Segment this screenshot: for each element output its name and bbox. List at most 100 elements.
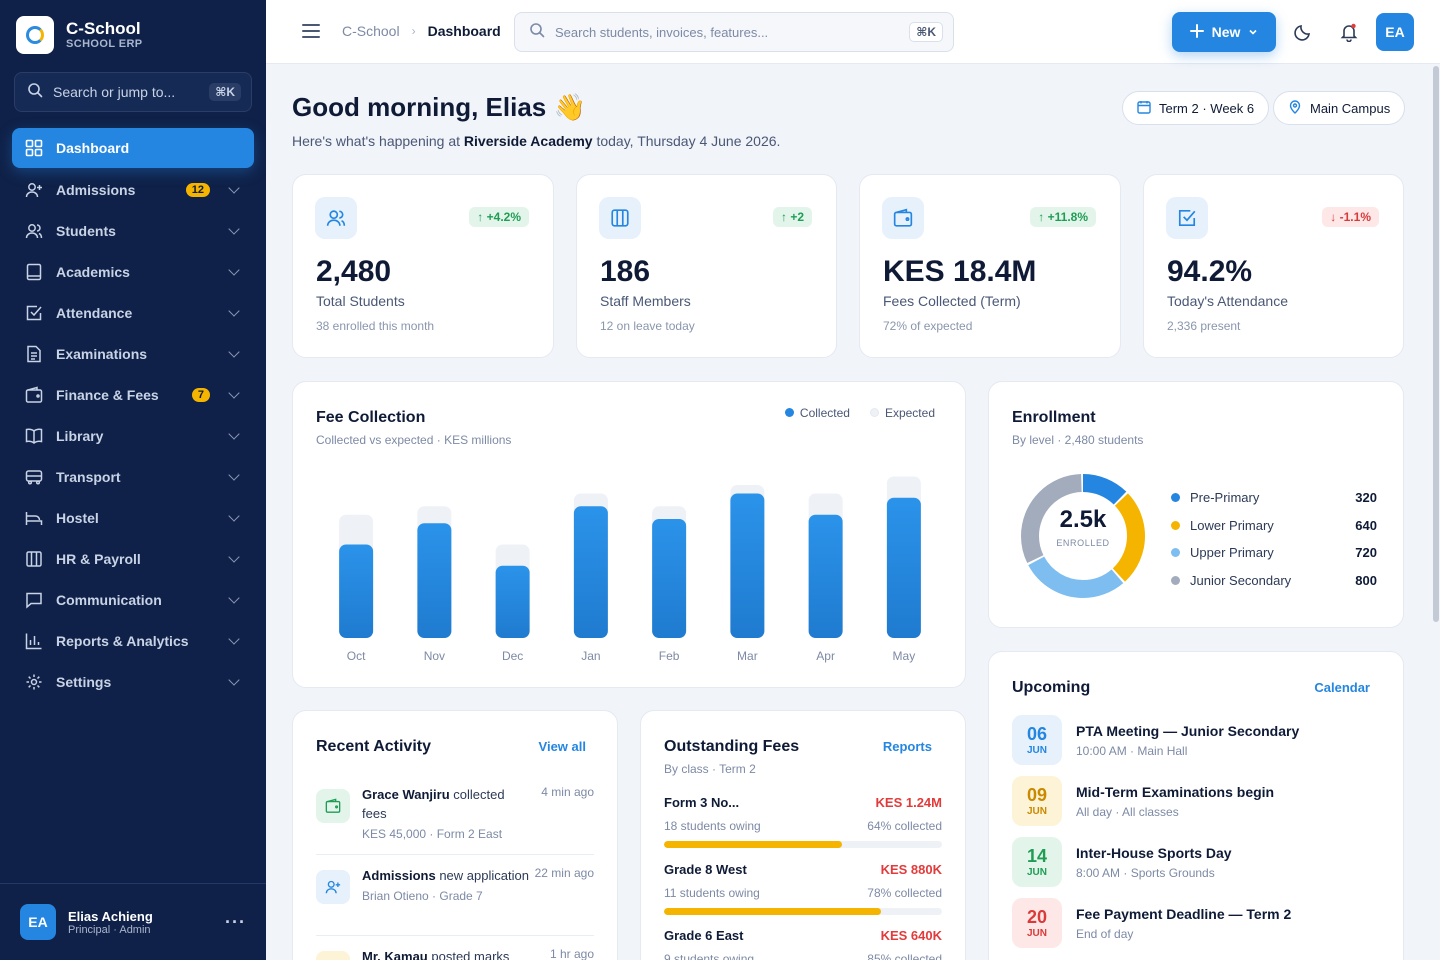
sidebar-item-communication[interactable]: Communication [12,579,254,620]
bus-icon [24,467,44,487]
card-title: Recent Activity [316,738,431,755]
x-tick-label: Apr [816,649,835,663]
fee-row[interactable]: Form 3 No... KES 1.24M 18 students owing 6… [664,795,942,848]
bar-collected[interactable] [573,506,608,638]
outstanding-fees-card: Outstanding Fees Reports By class · Term… [640,710,966,960]
menu-icon[interactable] [302,24,320,38]
event-item[interactable]: 06 JUN PTA Meeting — Junior Secondary 10:0… [1012,715,1299,765]
view-all-link[interactable]: View all [538,739,586,754]
chevron-down-icon [1248,24,1258,40]
fee-collected: 64% collected [867,819,942,833]
activity-item[interactable]: Grace Wanjiru collected fees KES 45,000 ·… [316,785,594,845]
moon-icon[interactable] [1291,20,1315,44]
calendar-link[interactable]: Calendar [1314,680,1370,695]
legend-collected: Collected [784,406,850,420]
card-subtitle: By level · 2,480 students [1012,433,1144,447]
sidebar-nav: Dashboard Admissions 12 Students Academi… [12,128,254,702]
event-item[interactable]: 14 JUN Inter-House Sports Day 8:00 AM · Sp… [1012,837,1232,887]
term-label: Term 2 · Week 6 [1159,100,1255,116]
sidebar-item-settings[interactable]: Settings [12,661,254,702]
bar-collected[interactable] [417,523,452,638]
more-icon[interactable]: ··· [225,911,246,932]
activity-item[interactable]: Mr. Kamau posted marks 1 hr ago [316,947,594,960]
sidebar-item-academics[interactable]: Academics [12,251,254,292]
card-title: Outstanding Fees [664,738,800,755]
sidebar-item-label: Dashboard [56,140,130,156]
bar-collected[interactable] [339,544,374,639]
bar-collected[interactable] [730,493,765,639]
sidebar-item-reports-analytics[interactable]: Reports & Analytics [12,620,254,661]
building-icon [24,549,44,569]
sidebar-item-transport[interactable]: Transport [12,456,254,497]
event-title: Fee Payment Deadline — Term 2 [1076,905,1292,922]
reports-link[interactable]: Reports [882,739,932,754]
event-date: 09 JUN [1012,776,1062,826]
brand[interactable]: C-School SCHOOL ERP [16,16,143,54]
fee-collection-card: Fee Collection Collected vs expected · K… [292,381,966,688]
activity-item[interactable]: Admissions new application Brian Otieno ·… [316,866,594,926]
calendar-icon [1137,100,1151,117]
stat-card-students[interactable]: ↑ +4.2% 2,480 Total Students 38 enrolled… [292,174,554,358]
event-item[interactable]: 09 JUN Mid-Term Examinations begin All day… [1012,776,1274,826]
bar-collected[interactable] [886,497,921,638]
sidebar-search[interactable]: Search or jump to... ⌘K [14,72,252,112]
bar-collected[interactable] [652,519,687,638]
legend-row: Junior Secondary 800 [1171,567,1377,595]
fee-row[interactable]: Grade 6 East KES 640K 9 students owing 85%… [664,928,942,960]
x-tick-label: Oct [347,649,366,663]
donut-center-value: 2.5k [1059,506,1107,533]
sidebar-item-label: Transport [56,468,121,485]
stat-card-attendance[interactable]: ↓ -1.1% 94.2% Today's Attendance 2,336 p… [1143,174,1404,358]
sidebar-item-library[interactable]: Library [12,415,254,456]
new-button[interactable]: New [1172,12,1276,52]
sidebar-user[interactable]: EA Elias Achieng Principal · Admin ··· [0,883,266,960]
x-tick-label: May [893,649,916,663]
sidebar-item-hostel[interactable]: Hostel [12,497,254,538]
enrollment-card: Enrollment By level · 2,480 students 2.5… [988,381,1404,628]
sidebar-item-admissions[interactable]: Admissions 12 [12,169,254,210]
sidebar-item-label: HR & Payroll [56,550,141,567]
progress-fill [664,841,842,848]
school-name: Riverside Academy [463,133,593,149]
sidebar-item-examinations[interactable]: Examinations [12,333,254,374]
stat-card-fees[interactable]: ↑ +11.8% KES 18.4M Fees Collected (Term)… [859,174,1121,358]
scrollbar-thumb[interactable] [1433,66,1439,622]
bar-collected[interactable] [808,514,843,638]
event-title: PTA Meeting — Junior Secondary [1076,722,1300,739]
sidebar-item-dashboard[interactable]: Dashboard [12,128,254,168]
bell-icon[interactable] [1337,20,1361,44]
sidebar-item-hr-payroll[interactable]: HR & Payroll [12,538,254,579]
chevron-down-icon [228,304,240,317]
donut-slice[interactable] [1021,474,1145,598]
chevron-down-icon [228,386,240,399]
sidebar-item-students[interactable]: Students [12,210,254,251]
stat-subtext: 2,336 present [1167,319,1241,333]
page-subtitle: Here's what's happening at Riverside Aca… [292,133,780,149]
fee-amount: KES 640K [880,928,942,943]
grid-icon [24,138,44,158]
sidebar-item-attendance[interactable]: Attendance [12,292,254,333]
fee-row[interactable]: Grade 8 West KES 880K 11 students owing 78… [664,862,942,915]
sidebar-item-finance-fees[interactable]: Finance & Fees 7 [12,374,254,415]
avatar[interactable]: EA [1376,13,1414,51]
shortcut-badge: ⌘K [209,83,241,101]
card-title: Enrollment [1012,409,1096,426]
x-tick-label: Dec [502,649,523,663]
event-meta: End of day [1076,926,1134,941]
breadcrumb-root[interactable]: C-School [342,23,400,39]
campus-selector[interactable]: Main Campus [1273,91,1406,125]
event-item[interactable]: 20 JUN Fee Payment Deadline — Term 2 End o… [1012,898,1291,948]
fee-owing: 9 students owing [664,952,755,960]
shortcut-badge: ⌘K [909,22,943,42]
search-input[interactable]: Search students, invoices, features... ⌘… [514,12,954,52]
fee-amount: KES 1.24M [875,795,942,810]
donut-slice[interactable] [1021,474,1145,598]
term-selector[interactable]: Term 2 · Week 6 [1122,91,1270,125]
stat-card-staff[interactable]: ↑ +2 186 Staff Members 12 on leave today [576,174,837,358]
fee-amount: KES 880K [880,862,942,877]
event-date: 20 JUN [1012,898,1062,948]
donut-slice[interactable] [1021,474,1145,598]
donut-slice[interactable] [1021,474,1145,598]
bar-collected[interactable] [495,565,530,638]
event-date: 06 JUN [1012,715,1062,765]
